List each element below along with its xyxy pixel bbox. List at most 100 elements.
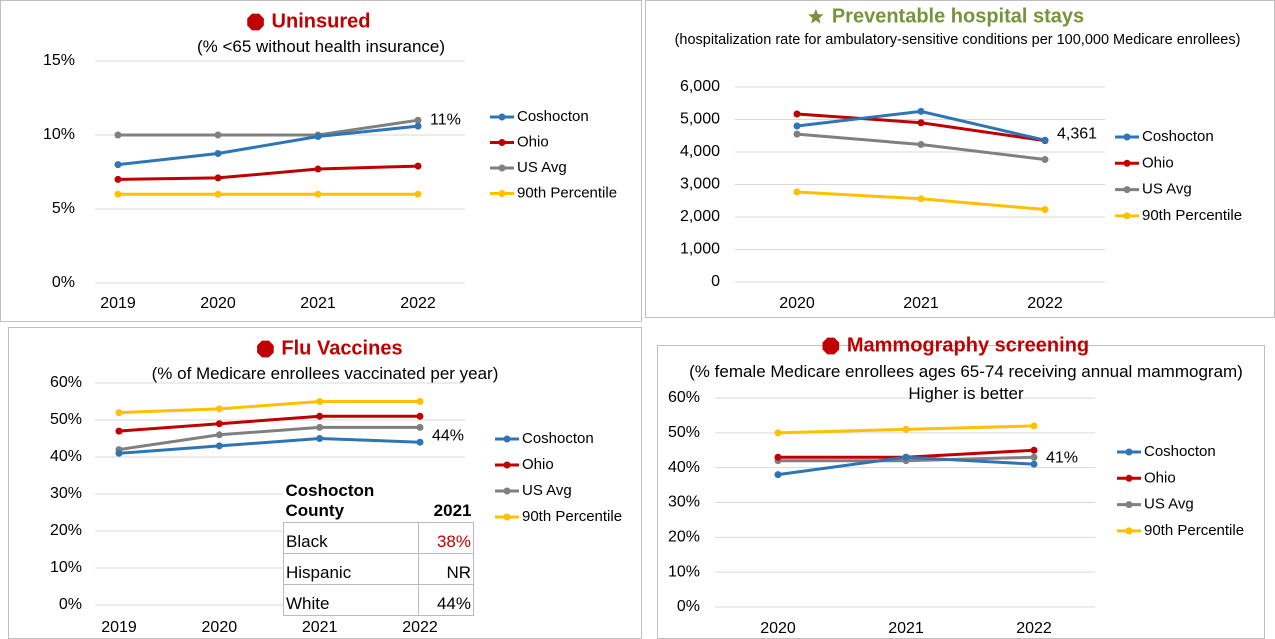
legend-marker bbox=[503, 513, 511, 521]
y-tick-label: 30% bbox=[50, 485, 82, 502]
legend-marker bbox=[503, 435, 511, 443]
point bbox=[314, 190, 322, 198]
point bbox=[314, 165, 322, 173]
y-tick-label: 0% bbox=[59, 596, 82, 613]
point bbox=[414, 116, 422, 124]
value-label: 4,361 bbox=[1057, 125, 1097, 142]
y-tick-label: 10% bbox=[43, 126, 75, 143]
stop-icon bbox=[247, 13, 264, 31]
x-tick-label: 2020 bbox=[760, 620, 796, 637]
chart-subtitle: (% <65 without health insurance) bbox=[196, 37, 446, 56]
table-cell: 38% bbox=[418, 522, 474, 554]
legend-label: 90th Percentile bbox=[1142, 207, 1242, 224]
point bbox=[214, 190, 222, 198]
y-tick-label: 0% bbox=[677, 598, 700, 615]
stop-icon bbox=[257, 340, 274, 358]
table-cell: NR bbox=[418, 553, 474, 585]
stop-icon bbox=[822, 337, 840, 355]
legend-label: Coshocton bbox=[1144, 443, 1216, 460]
legend-label: Coshocton bbox=[517, 108, 589, 125]
table-row: White 44% bbox=[283, 584, 474, 616]
table-cell: 44% bbox=[418, 584, 474, 616]
point bbox=[917, 195, 925, 203]
point bbox=[917, 107, 925, 115]
y-tick-label: 60% bbox=[668, 389, 700, 406]
panel bbox=[0, 0, 642, 322]
series-line bbox=[118, 436, 421, 455]
x-tick-label: 2020 bbox=[202, 619, 238, 636]
point bbox=[114, 175, 122, 183]
y-tick-label: 40% bbox=[668, 459, 700, 476]
value-label: 11% bbox=[430, 111, 461, 128]
point bbox=[115, 409, 123, 417]
x-tick-label: 2019 bbox=[100, 295, 136, 312]
y-tick-label: 20% bbox=[50, 522, 82, 539]
legend-label: US Avg bbox=[522, 482, 572, 499]
legend-marker bbox=[1125, 527, 1133, 535]
legend-marker bbox=[1123, 186, 1131, 194]
point bbox=[414, 190, 422, 198]
point bbox=[214, 131, 222, 139]
series-line bbox=[118, 118, 419, 137]
chart-subtitle: (hospitalization rate for ambulatory-sen… bbox=[674, 32, 1241, 48]
table-cell: 2021 bbox=[418, 480, 474, 523]
x-tick-label: 2021 bbox=[888, 620, 924, 637]
legend-marker bbox=[498, 190, 506, 197]
table-cell: White bbox=[283, 584, 419, 616]
table-cell: Coshocton County bbox=[283, 480, 419, 523]
star-icon bbox=[808, 9, 824, 24]
series-line bbox=[117, 124, 419, 167]
legend-label: Ohio bbox=[522, 456, 554, 473]
legend-marker bbox=[503, 487, 511, 495]
legend-marker bbox=[1125, 448, 1133, 456]
chart-title: Flu Vaccines bbox=[281, 337, 402, 359]
point bbox=[214, 174, 222, 182]
x-tick-label: 2020 bbox=[779, 295, 815, 312]
x-tick-label: 2022 bbox=[1027, 295, 1063, 312]
data-table: Coshocton County 2021 Black 38% Hispanic NR Wh… bbox=[283, 480, 474, 616]
point bbox=[316, 423, 324, 431]
legend-label: Ohio bbox=[1144, 469, 1176, 486]
y-tick-label: 30% bbox=[668, 494, 700, 511]
point bbox=[1030, 446, 1038, 454]
value-label: 44% bbox=[432, 427, 464, 444]
y-tick-label: 4,000 bbox=[680, 143, 720, 160]
series-line bbox=[118, 414, 420, 433]
legend-marker bbox=[498, 164, 506, 172]
chart-subtitle: (% female Medicare enrollees ages 65-74 … bbox=[689, 362, 1243, 381]
legend-marker bbox=[1123, 133, 1131, 141]
legend-marker bbox=[1125, 501, 1133, 509]
point bbox=[215, 420, 223, 428]
point bbox=[774, 429, 782, 437]
legend-label: Ohio bbox=[517, 133, 549, 150]
point bbox=[1030, 422, 1038, 430]
point bbox=[1030, 453, 1038, 461]
y-tick-label: 50% bbox=[50, 411, 82, 428]
x-tick-label: 2020 bbox=[200, 295, 236, 312]
legend-label: US Avg bbox=[517, 159, 567, 176]
x-tick-label: 2022 bbox=[400, 295, 436, 312]
point bbox=[917, 141, 925, 149]
legend-label: Coshocton bbox=[522, 430, 594, 447]
y-tick-label: 0 bbox=[711, 273, 720, 290]
legend-label: Coshocton bbox=[1142, 128, 1214, 145]
chart-title: Preventable hospital stays bbox=[832, 5, 1084, 27]
legend-marker bbox=[498, 113, 506, 121]
value-label: 41% bbox=[1046, 449, 1078, 466]
table-cell: Black bbox=[283, 522, 419, 554]
point bbox=[215, 431, 223, 439]
legend-label: US Avg bbox=[1144, 496, 1194, 513]
point bbox=[416, 423, 424, 431]
point bbox=[416, 412, 424, 420]
point bbox=[1030, 460, 1038, 468]
point bbox=[114, 161, 122, 169]
point bbox=[774, 471, 782, 479]
chart-title: Uninsured bbox=[272, 10, 371, 32]
table-row: Coshocton County 2021 bbox=[283, 480, 474, 523]
point bbox=[114, 131, 122, 139]
table-row: Hispanic NR bbox=[283, 553, 474, 585]
point bbox=[115, 449, 123, 457]
point bbox=[902, 453, 910, 461]
point bbox=[1041, 155, 1049, 163]
